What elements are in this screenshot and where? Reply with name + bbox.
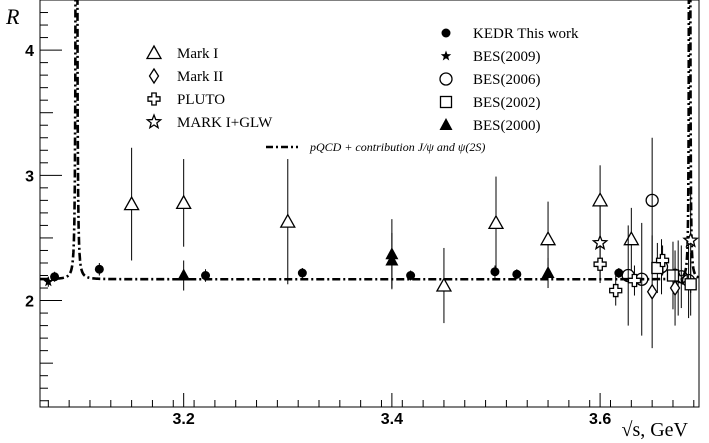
legend-marker [145, 113, 163, 130]
data-point [175, 194, 192, 210]
legend-label: BES(2006) [473, 72, 541, 88]
data-point [435, 277, 453, 292]
pqcd-curve [40, 0, 699, 281]
plot-area [40, 0, 699, 349]
series-bes-2002- [651, 241, 697, 316]
legend-label: KEDR This work [473, 26, 579, 42]
data-point [94, 264, 104, 274]
data-point [655, 253, 670, 268]
data-point [627, 273, 642, 288]
x-axis-title: √s, GeV [621, 419, 688, 441]
legend-item: Mark I [145, 44, 218, 62]
data-point [593, 257, 607, 271]
pqcd-curve-layer [40, 0, 699, 281]
legend-marker [147, 92, 161, 106]
legend-label: pQCD + contribution J/ψ and ψ(2S) [309, 140, 485, 154]
data-point [406, 271, 416, 281]
y-tick-label: 3 [25, 168, 34, 185]
legend-item: BES(2000) [439, 118, 541, 134]
series-mark-ii [646, 235, 681, 349]
data-point [684, 278, 697, 291]
data-point [123, 195, 140, 211]
legend-marker [439, 95, 453, 109]
legend-label: BES(2002) [473, 95, 541, 111]
legend-item: BES(2009) [440, 49, 541, 65]
legend-label: BES(2000) [473, 118, 541, 134]
legend-label: Mark I [177, 46, 218, 62]
x-tick-label: 3.2 [173, 411, 195, 428]
data-point [666, 269, 680, 282]
x-tick-label: 3.4 [381, 411, 403, 428]
legend-marker [441, 28, 451, 38]
legend-item: PLUTO [147, 92, 225, 108]
data-point [177, 268, 191, 281]
data-point [669, 279, 681, 297]
series-bes-2009- [43, 276, 54, 287]
legend-item: KEDR This work [441, 26, 579, 42]
legend-label: Mark II [177, 69, 223, 85]
legend-marker [440, 50, 452, 61]
data-point [682, 231, 699, 248]
data-point [512, 269, 522, 279]
legend-label: MARK I+GLW [177, 115, 273, 131]
data-point [645, 193, 659, 208]
data-point [201, 271, 211, 281]
data-point [487, 214, 505, 230]
axes-layer: 2 3 4 3.2 3.4 3.6 [25, 0, 695, 428]
legend-item: BES(2006) [439, 72, 541, 88]
legend-item: MARK I+GLW [145, 113, 273, 131]
legend-label: PLUTO [177, 92, 225, 108]
data-point [279, 213, 296, 228]
data-point [614, 268, 624, 278]
y-axis-title: R [5, 4, 20, 29]
legend-marker [439, 72, 453, 86]
series-mark-i [123, 147, 640, 324]
legend-item: pQCD + contribution J/ψ and ψ(2S) [266, 140, 485, 154]
legend-label: BES(2009) [473, 49, 541, 65]
data-point [646, 283, 658, 300]
data-marks-layer [43, 137, 699, 349]
x-tick-label: 3.6 [589, 411, 611, 428]
legend-item: BES(2002) [439, 95, 541, 111]
data-point [539, 230, 557, 246]
series-pluto [593, 245, 670, 306]
legend: Mark I Mark II PLUTO MARK I+GLW KEDR This wo… [145, 26, 579, 154]
data-point [43, 276, 54, 287]
data-point [385, 253, 399, 266]
y-tick-label: 2 [25, 294, 34, 311]
legend-marker [145, 44, 163, 60]
data-point [609, 283, 623, 298]
plot-frame [39, 0, 700, 408]
legend-marker [439, 118, 453, 130]
legend-item: Mark II [148, 67, 223, 85]
data-point [297, 268, 307, 278]
data-point [50, 272, 60, 282]
data-point [490, 267, 500, 277]
y-tick-label: 4 [25, 43, 34, 60]
legend-marker [148, 67, 160, 85]
